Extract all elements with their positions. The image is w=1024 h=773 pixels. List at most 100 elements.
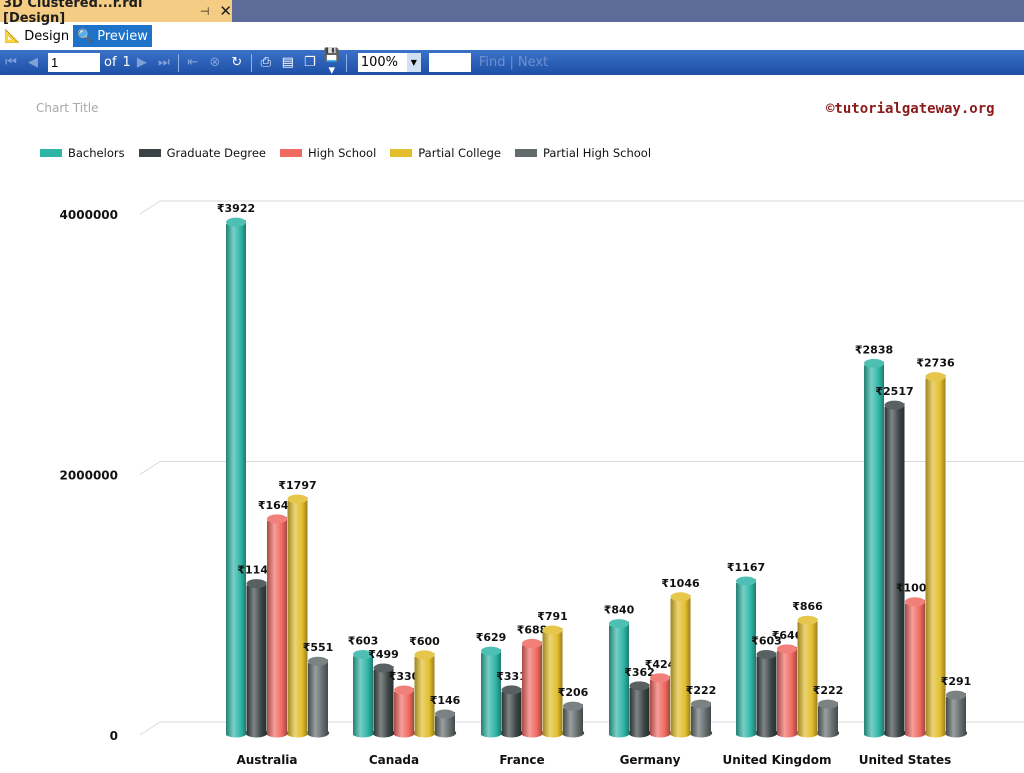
page-setup-icon[interactable]: ❐: [303, 55, 316, 70]
last-page-icon[interactable]: ⏭: [157, 55, 170, 70]
data-label: ₹206: [558, 686, 589, 699]
data-label: ₹146: [430, 694, 461, 707]
bar: [563, 701, 585, 738]
bar: [353, 649, 375, 738]
next-button[interactable]: Next: [517, 55, 549, 70]
data-label: ₹646: [772, 629, 803, 642]
report-toolbar: ⏮ ◀ of 1 ▶ ⏭ ⇤ ⊗ ↻ ⎙ ▤ ❐ 💾▾ 100% ▼ Find |…: [0, 47, 1024, 78]
chart-title: Chart Title: [36, 101, 99, 115]
document-tab-title: 3D Clustered...r.rdl [Design]: [3, 0, 143, 26]
design-icon: 📐: [4, 28, 21, 44]
export-icon[interactable]: 💾▾: [323, 47, 340, 78]
of-label: of: [104, 55, 117, 70]
bar: [246, 579, 268, 738]
data-label: ₹331: [496, 670, 527, 683]
bar: [818, 699, 840, 738]
legend-label: Partial High School: [542, 146, 652, 160]
x-tick-label: Canada: [369, 753, 419, 767]
legend-swatch: [138, 149, 161, 157]
watermark: ©tutorialgateway.org: [826, 101, 995, 117]
separator: |: [509, 55, 514, 70]
bar: [435, 709, 457, 738]
design-tab[interactable]: 📐 Design: [0, 25, 73, 47]
data-label: ₹1147: [237, 564, 275, 577]
bar: [736, 576, 758, 738]
first-page-icon[interactable]: ⏮: [5, 55, 17, 70]
data-label: ₹1644: [258, 499, 297, 512]
bar: [501, 685, 523, 738]
data-label: ₹600: [409, 635, 440, 648]
zoom-value: 100%: [360, 55, 398, 70]
bar: [777, 644, 799, 738]
legend-item: Partial College: [390, 146, 501, 160]
design-label: Design: [24, 28, 70, 44]
zoom-select[interactable]: 100% ▼: [357, 53, 421, 72]
bar: [650, 673, 672, 738]
data-label: ₹1046: [661, 577, 700, 590]
data-label: ₹2517: [875, 385, 913, 398]
stop-icon[interactable]: ⊗: [209, 55, 221, 70]
data-label: ₹603: [751, 634, 782, 647]
bar: [925, 372, 947, 738]
total-pages: 1: [122, 55, 131, 70]
data-label: ₹629: [476, 631, 507, 644]
bar: [481, 646, 503, 738]
bar: [946, 690, 968, 738]
x-tick-label: France: [499, 753, 544, 767]
bar: [609, 619, 631, 738]
legend-swatch: [40, 149, 62, 157]
find-button[interactable]: Find: [478, 55, 506, 70]
pin-icon[interactable]: ⊣: [199, 4, 210, 18]
bar: [905, 597, 927, 738]
preview-label: Preview: [97, 28, 148, 44]
data-label: ₹362: [624, 666, 655, 679]
bar: [670, 592, 692, 738]
preview-tab[interactable]: 🔍 Preview: [73, 25, 152, 47]
data-label: ₹791: [537, 610, 568, 623]
data-label: ₹2838: [855, 343, 893, 356]
data-label: ₹688: [517, 623, 548, 636]
bar: [522, 638, 544, 738]
gridline-depth: [139, 200, 161, 215]
legend-swatch: [514, 149, 537, 157]
y-tick-label: 0: [110, 729, 118, 743]
data-label: ₹424: [645, 658, 676, 671]
previous-page-icon[interactable]: ◀: [28, 55, 38, 70]
legend-label: Graduate Degree: [166, 146, 266, 160]
data-label: ₹866: [792, 600, 823, 613]
separator: [345, 53, 347, 72]
x-tick-label: United Kingdom: [723, 753, 832, 767]
y-tick-label: 4000000: [60, 208, 118, 222]
bar: [542, 625, 564, 738]
separator: [177, 53, 179, 72]
print-layout-icon[interactable]: ▤: [281, 55, 294, 70]
close-icon[interactable]: ✕: [219, 2, 232, 20]
gridline-depth: [139, 461, 161, 475]
bar: [797, 615, 819, 738]
bar: [226, 217, 248, 738]
data-label: ₹1167: [727, 561, 765, 574]
data-label: ₹603: [348, 634, 379, 647]
bar: [691, 699, 713, 738]
bar: [287, 494, 309, 738]
data-label: ₹222: [686, 684, 717, 697]
document-tab[interactable]: 3D Clustered...r.rdl [Design] ⊣ ✕: [0, 0, 232, 26]
refresh-icon[interactable]: ↻: [231, 55, 243, 70]
legend-item: Bachelors: [40, 146, 125, 160]
gridline-depth: [139, 721, 161, 736]
data-label: ₹222: [813, 684, 844, 697]
x-tick-label: Australia: [236, 753, 297, 767]
legend-label: High School: [308, 146, 377, 160]
chevron-down-icon[interactable]: ▼: [406, 53, 421, 72]
bar: [864, 358, 886, 738]
print-icon[interactable]: ⎙: [260, 55, 272, 70]
bar: [394, 685, 416, 738]
find-input[interactable]: [428, 53, 471, 72]
next-page-icon[interactable]: ▶: [136, 55, 147, 70]
back-icon[interactable]: ⇤: [187, 55, 199, 70]
bar: [267, 514, 289, 738]
preview-icon: 🔍: [77, 28, 94, 44]
page-number-input[interactable]: [48, 53, 100, 72]
data-label: ₹330: [389, 670, 420, 683]
